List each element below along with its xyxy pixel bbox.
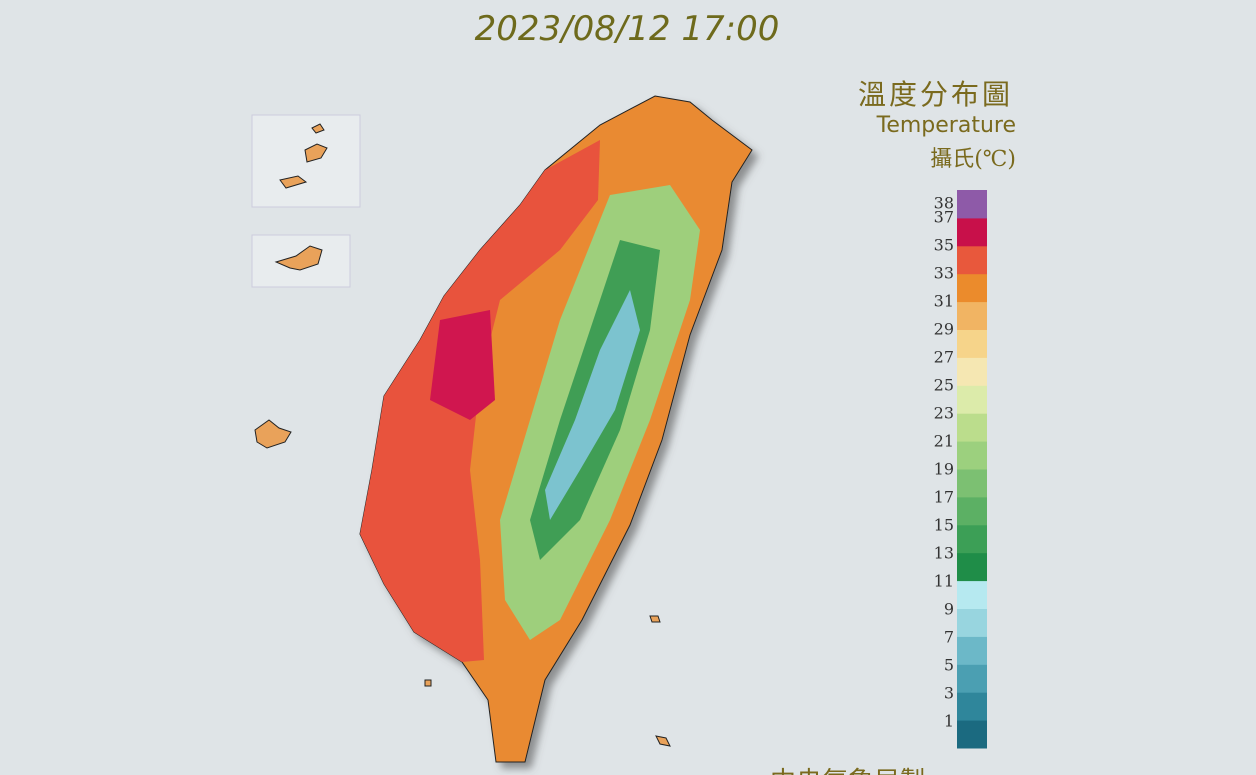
legend-band xyxy=(957,301,987,330)
legend-label: 27 xyxy=(934,348,954,367)
legend-label: 13 xyxy=(934,544,954,563)
legend-band xyxy=(957,441,987,470)
legend-label: 38 xyxy=(934,194,954,213)
legend-subtitle: Temperature xyxy=(876,113,1016,138)
legend-band xyxy=(957,273,987,303)
legend-unit: 攝氏(℃) xyxy=(930,147,1016,172)
legend-label: 1 xyxy=(944,712,954,731)
island xyxy=(274,245,323,271)
legend-label: 11 xyxy=(934,572,954,591)
legend-band xyxy=(957,496,987,526)
island xyxy=(279,123,328,189)
legend-band xyxy=(957,608,987,637)
legend-label: 19 xyxy=(934,460,954,479)
legend-label: 33 xyxy=(934,264,954,283)
legend-label: 7 xyxy=(944,628,954,647)
taiwan-map xyxy=(359,95,753,763)
legend-label: 21 xyxy=(934,432,954,451)
legend-band xyxy=(957,190,987,219)
legend-band xyxy=(957,469,987,498)
legend-label: 37 xyxy=(934,208,954,227)
island xyxy=(254,419,671,747)
inset-box xyxy=(251,114,361,208)
legend-band xyxy=(957,636,987,665)
timestamp: 2023/08/12 17:00 xyxy=(475,9,780,49)
legend-band xyxy=(957,357,987,386)
legend-band xyxy=(957,524,987,554)
legend-band xyxy=(957,552,987,582)
legend-label: 25 xyxy=(934,376,954,395)
legend-band xyxy=(957,217,987,247)
legend-band xyxy=(957,720,987,749)
legend-band xyxy=(957,385,987,414)
legend-band xyxy=(957,692,987,721)
legend-label: 23 xyxy=(934,404,954,423)
legend-label: 15 xyxy=(934,516,954,535)
legend-band xyxy=(957,580,987,609)
legend-label: 31 xyxy=(934,292,954,311)
legend-label: 35 xyxy=(934,236,954,255)
legend-label: 5 xyxy=(944,656,954,675)
legend-band xyxy=(957,245,987,275)
footer: 中央氣象局製 xyxy=(770,767,926,775)
legend-band xyxy=(957,664,987,693)
legend-label: 17 xyxy=(934,488,954,507)
legend-title: 溫度分布圖 xyxy=(858,78,1013,111)
legend-label: 29 xyxy=(934,320,954,339)
legend-band xyxy=(957,329,987,358)
legend-label: 9 xyxy=(944,600,954,619)
legend-label: 3 xyxy=(944,684,954,703)
legend-band xyxy=(957,413,987,442)
